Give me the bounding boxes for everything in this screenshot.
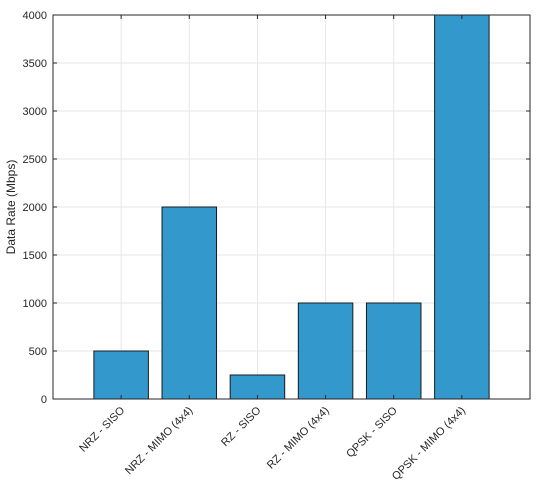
x-tick-label: NRZ - SISO (77, 404, 127, 454)
x-tick-label: QPSK - MIMO (4x4) (390, 405, 468, 483)
x-tick-label: QPSK - SISO (344, 404, 400, 460)
y-tick-label: 3000 (23, 106, 47, 118)
bar (297, 302, 354, 400)
y-tick-label: 3500 (23, 58, 47, 70)
x-tick-label: RZ - SISO (219, 404, 264, 449)
bar (93, 350, 149, 400)
y-tick-label: 4000 (23, 10, 47, 22)
bar (365, 302, 422, 400)
bar (161, 206, 218, 400)
y-tick-label: 500 (29, 346, 47, 358)
y-axis-ticks: 0 500 1000 1500 2000 2500 3000 3500 4000 (23, 10, 530, 406)
x-tick-label: RZ - MIMO (4x4) (265, 405, 332, 472)
y-tick-label: 1000 (23, 298, 47, 310)
y-tick-label: 2500 (23, 154, 47, 166)
y-tick-label: 0 (41, 394, 47, 406)
y-axis-label: Data Rate (Mbps) (4, 160, 18, 255)
y-tick-label: 2000 (23, 202, 47, 214)
x-tick-label: NRZ - MIMO (4x4) (123, 405, 195, 477)
bar (434, 14, 490, 400)
y-tick-label: 1500 (23, 250, 47, 262)
